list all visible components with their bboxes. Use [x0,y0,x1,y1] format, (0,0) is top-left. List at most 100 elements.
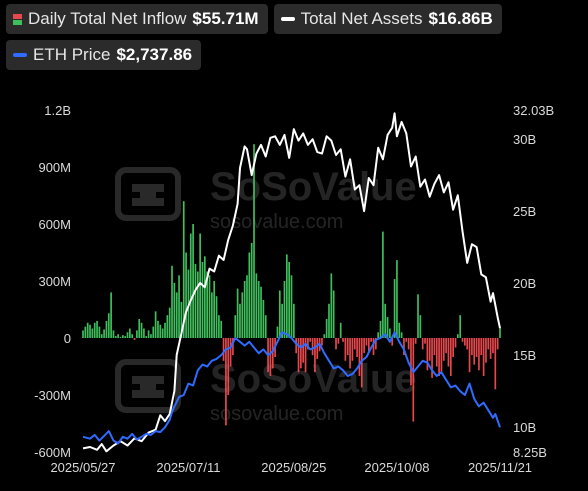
inflow-bar-negative [438,338,440,376]
inflow-bar-negative [269,338,272,376]
inflow-bar-positive [339,322,342,338]
inflow-bar-negative [300,338,302,369]
inflow-bar-positive [328,303,330,338]
inflow-bar-negative [232,338,234,356]
x-axis: 2025/05/27 2025/07/11 2025/08/25 2025/10/08… [50,460,532,475]
inflow-bar-positive [398,322,401,338]
inflow-bar-negative [407,338,410,350]
inflow-bar-positive [255,273,258,338]
inflow-bar-negative [466,338,469,350]
inflow-bar-positive [189,233,192,338]
inflow-bar-positive [206,271,208,338]
left-axis-tick-label: 900M [38,160,71,175]
inflow-bar-negative [414,338,417,344]
watermark-logo-mark [132,184,164,206]
inflow-bar-positive [164,322,166,338]
inflow-bar-negative [342,338,344,342]
inflow-bar-positive [136,330,138,338]
right-axis-tick-label: 10B [513,420,536,435]
inflow-bar-negative [227,338,230,395]
inflow-bar-positive [330,273,333,338]
inflow-bar-positive [147,330,150,338]
inflow-bar-negative [304,338,307,373]
legend-eth-label: ETH Price [33,45,111,64]
inflow-bar-positive [107,313,110,338]
inflow-bar-negative [452,338,454,357]
right-axis-tick-label: 20B [513,276,536,291]
watermark-logo-mark [132,376,164,398]
inflow-bar-negative [428,338,431,361]
inflow-bar-negative [367,338,370,352]
inflow-bar-negative [424,338,426,344]
inflow-bar-positive [281,303,283,338]
inflow-bar-negative [372,338,375,356]
inflow-bar-positive [131,334,134,338]
inflow-bar-negative [335,338,337,350]
inflow-bar-negative [482,338,485,376]
inflow-bar-positive [218,315,220,338]
legend-daily-net-inflow[interactable]: Daily Total Net Inflow $55.71M [6,4,268,34]
inflow-bar-positive [264,315,267,338]
right-axis: 8.25B 10B 15B 20B 25B 30B 32.03B [513,103,554,460]
inflow-bar-negative [435,338,438,367]
inflow-bar-negative [426,338,429,371]
inflow-bar-negative [461,338,464,342]
inflow-bar-negative [464,338,466,346]
inflow-bar-positive [114,336,117,338]
inflow-bar-positive [126,332,129,338]
inflow-bar-positive [91,328,94,338]
inflow-bar-positive [201,262,204,338]
inflow-bar-positive [456,334,459,338]
right-axis-tick-label: 25B [513,204,536,219]
inflow-bar-positive [185,252,187,338]
inflow-bar-positive [213,281,216,338]
watermark-brand-text: SoSoValue [210,357,417,401]
inflow-bar-positive [182,201,185,338]
left-axis-tick-label: 1.2B [44,103,71,118]
legend-eth-value: $2,737.86 [116,45,193,64]
inflow-bar-negative [314,338,316,373]
inflow-bar-positive [152,326,155,338]
inflow-bar-negative [447,338,450,367]
inflow-bar-negative [449,338,452,376]
total-net-assets-line [82,112,501,453]
inflow-bar-negative [391,338,394,346]
inflow-bar-positive [419,315,422,338]
inflow-bar-positive [290,275,293,338]
left-axis-tick-label: 600M [38,217,71,232]
inflow-bar-negative [133,338,136,340]
inflow-bar-positive [110,292,112,338]
watermark-site-text: sosovalue.com [210,211,343,233]
watermark-logo-icon [115,167,181,221]
inflow-bar-negative [375,338,377,350]
inflow-bar-negative [475,338,478,357]
inflow-bar-negative [431,338,433,378]
inflow-bar-positive [96,320,98,338]
inflow-bar-positive [377,332,380,338]
inflow-bar-positive [288,262,290,338]
inflow-bar-negative [468,338,471,373]
inflow-bar-positive [159,324,162,338]
legend-total-net-assets[interactable]: Total Net Assets $16.86B [273,4,502,34]
inflow-bar-positive [236,288,239,338]
inflow-bar-positive [178,275,180,338]
inflow-swatch-icon [13,13,22,25]
inflow-bar-positive [260,286,262,338]
left-axis-tick-label: 0 [64,331,71,346]
inflow-bar-positive [384,303,387,338]
inflow-bar-positive [119,337,122,338]
inflow-bar-negative [485,338,487,363]
inflow-bar-negative [403,338,405,356]
x-axis-tick-label: 2025/05/27 [50,460,115,475]
inflow-bar-positive [166,315,169,338]
inflow-bar-positive [246,275,248,338]
legend-eth-price[interactable]: ETH Price $2,737.86 [6,40,202,70]
watermark-site-text: sosovalue.com [210,403,343,425]
inflow-bar-positive [82,330,84,338]
watermark-logo-frame [115,167,181,221]
inflow-bar-negative [489,338,492,359]
inflow-bar-positive [150,334,152,338]
legend: Daily Total Net Inflow $55.71M Total Net… [6,4,582,70]
inflow-bar-positive [161,328,164,338]
inflow-bar-negative [321,338,323,346]
